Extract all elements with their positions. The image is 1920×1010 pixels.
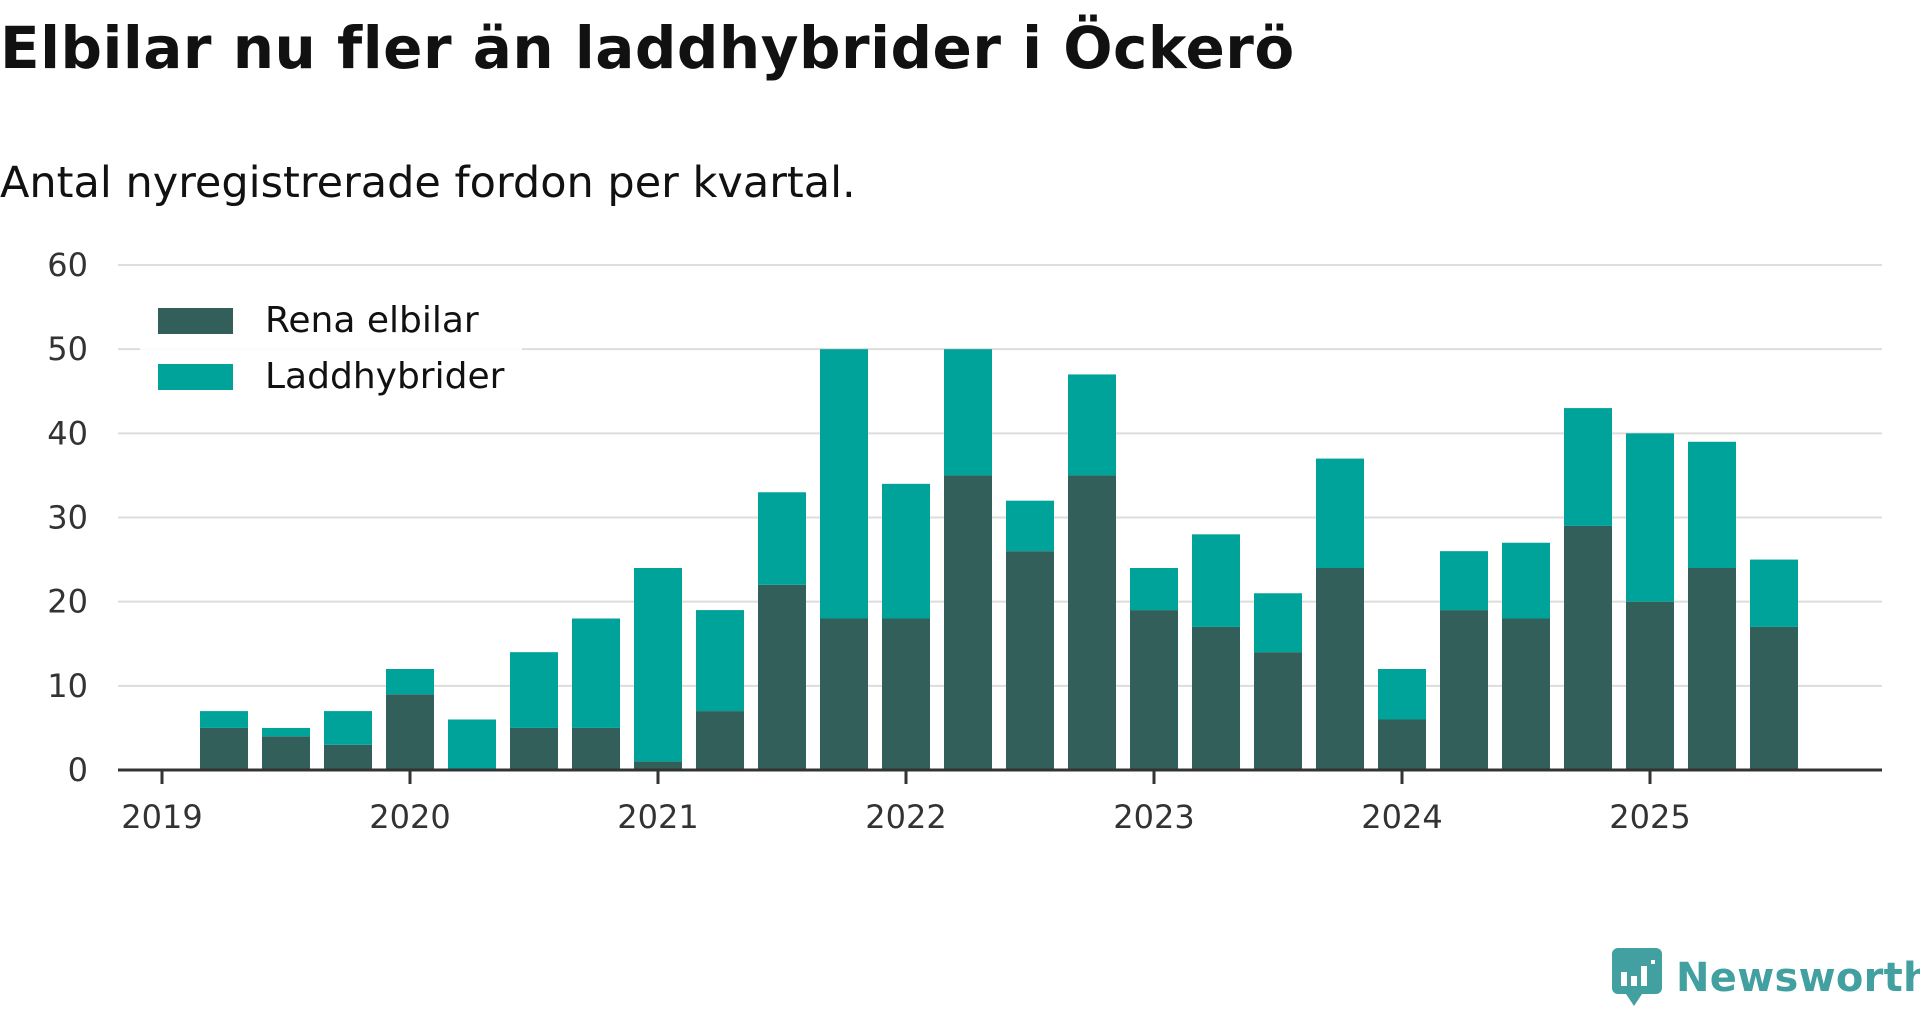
bar-rena-elbilar	[1440, 610, 1488, 770]
x-tick-label: 2020	[369, 798, 450, 836]
bar-laddhybrider	[1254, 593, 1302, 653]
bars	[200, 349, 1798, 770]
bar-laddhybrider	[448, 719, 496, 770]
bar-laddhybrider	[1750, 559, 1798, 627]
bar-laddhybrider	[1378, 669, 1426, 720]
bar-laddhybrider	[820, 349, 868, 619]
bar-laddhybrider	[1440, 551, 1488, 611]
bar-laddhybrider	[1626, 433, 1674, 602]
bar-laddhybrider	[758, 492, 806, 585]
x-tick-label: 2023	[1113, 798, 1194, 836]
y-tick-label: 0	[68, 751, 88, 789]
bar-laddhybrider	[882, 483, 930, 619]
bar-laddhybrider	[510, 652, 558, 728]
chart-subtitle: Antal nyregistrerade fordon per kvartal.	[0, 158, 856, 208]
y-tick-label: 10	[47, 667, 88, 705]
y-tick-label: 30	[47, 499, 88, 537]
brand-name: Newsworthy	[1676, 955, 1920, 1001]
bar-rena-elbilar	[1316, 568, 1364, 770]
bar-laddhybrider	[944, 349, 992, 476]
bar-rena-elbilar	[386, 694, 434, 770]
bar-laddhybrider	[1316, 458, 1364, 568]
bar-laddhybrider	[386, 669, 434, 695]
legend-swatch-laddhybrider	[158, 364, 233, 390]
bar-rena-elbilar	[944, 475, 992, 770]
bar-rena-elbilar	[1688, 568, 1736, 770]
bar-laddhybrider	[200, 711, 248, 728]
bar-rena-elbilar	[572, 727, 620, 770]
bar-rena-elbilar	[1006, 551, 1054, 770]
legend-label-rena-elbilar: Rena elbilar	[265, 300, 479, 341]
bar-rena-elbilar	[510, 727, 558, 770]
bar-rena-elbilar	[634, 761, 682, 770]
legend: Rena elbilar Laddhybrider	[140, 290, 522, 400]
bar-laddhybrider	[1130, 568, 1178, 611]
newsworthy-icon	[1612, 948, 1662, 1006]
bar-rena-elbilar	[820, 618, 868, 770]
x-tick-label: 2024	[1361, 798, 1442, 836]
bar-laddhybrider	[696, 610, 744, 712]
bar-rena-elbilar	[696, 711, 744, 770]
bar-rena-elbilar	[1378, 719, 1426, 770]
chart-title: Elbilar nu fler än laddhybrider i Öckerö	[0, 14, 1295, 82]
x-tick-label: 2021	[617, 798, 698, 836]
bar-laddhybrider	[634, 568, 682, 762]
bar-laddhybrider	[1564, 408, 1612, 526]
newsworthy-logo: Newsworthy	[1612, 948, 1920, 1008]
legend-label-laddhybrider: Laddhybrider	[265, 356, 505, 397]
bar-laddhybrider	[262, 727, 310, 737]
y-tick-label: 20	[47, 583, 88, 621]
bar-laddhybrider	[324, 711, 372, 745]
bar-rena-elbilar	[324, 744, 372, 770]
x-tick-label: 2022	[865, 798, 946, 836]
bar-rena-elbilar	[1502, 618, 1550, 770]
bar-rena-elbilar	[1130, 610, 1178, 770]
y-tick-label: 40	[47, 414, 88, 452]
bar-laddhybrider	[1688, 441, 1736, 568]
axes: 0 10 20 30 40 50 60 2019 2020 2021 2022 2023 2024 202…	[47, 246, 1882, 836]
legend-swatch-rena-elbilar	[158, 308, 233, 334]
bar-laddhybrider	[572, 618, 620, 728]
x-tick-label: 2025	[1609, 798, 1690, 836]
bar-rena-elbilar	[200, 727, 248, 770]
bar-laddhybrider	[1006, 500, 1054, 552]
bar-rena-elbilar	[758, 584, 806, 770]
bar-rena-elbilar	[1192, 626, 1240, 770]
bar-rena-elbilar	[1068, 475, 1116, 770]
bar-rena-elbilar	[1626, 601, 1674, 770]
bar-rena-elbilar	[262, 736, 310, 770]
y-tick-label: 50	[47, 330, 88, 368]
bar-rena-elbilar	[1564, 525, 1612, 770]
bar-laddhybrider	[1068, 374, 1116, 476]
bar-laddhybrider	[1192, 534, 1240, 627]
bar-laddhybrider	[1502, 542, 1550, 619]
bar-rena-elbilar	[1254, 652, 1302, 770]
bar-rena-elbilar	[882, 618, 930, 770]
y-tick-label: 60	[47, 246, 88, 284]
x-tick-label: 2019	[121, 798, 202, 836]
bar-rena-elbilar	[1750, 626, 1798, 770]
